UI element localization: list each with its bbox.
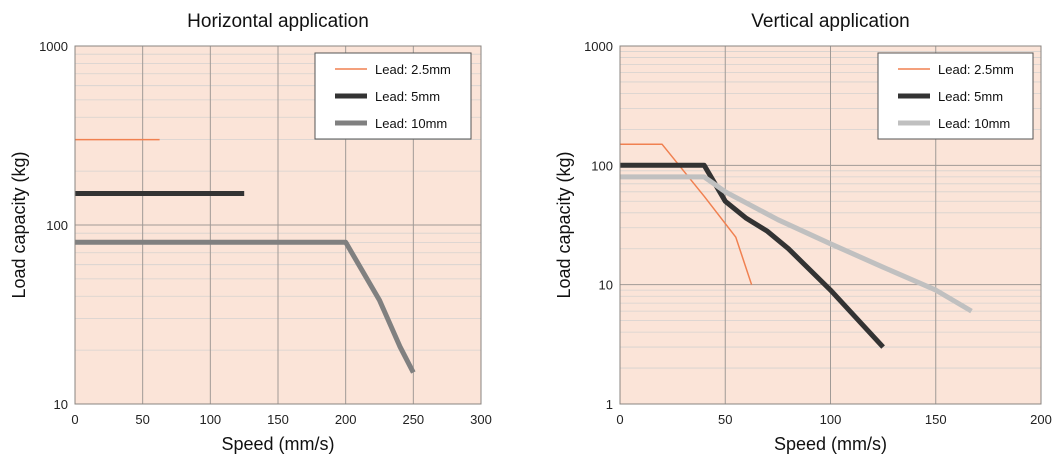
legend-label: Lead: 2.5mm bbox=[938, 62, 1014, 77]
series-line-1 bbox=[620, 143, 753, 285]
y-tick-label: 1000 bbox=[39, 39, 68, 54]
x-tick-label: 0 bbox=[616, 412, 623, 427]
series-line-3 bbox=[620, 174, 973, 314]
legend: Lead: 2.5mm Lead: 5mm Lead: 10mm bbox=[314, 52, 472, 140]
legend: Lead: 2.5mm Lead: 5mm Lead: 10mm bbox=[877, 52, 1034, 140]
x-tick-label: 0 bbox=[71, 412, 78, 427]
series-line-2 bbox=[620, 162, 885, 349]
x-tick-label: 150 bbox=[267, 412, 289, 427]
x-tick-label: 50 bbox=[718, 412, 732, 427]
y-tick-label: 10 bbox=[54, 397, 68, 412]
chart-title: Horizontal application bbox=[187, 11, 369, 32]
chart-2: 0 50 100 150 200 1 10 100 1000 Vertical applicati… bbox=[554, 11, 1052, 454]
legend-label: Lead: 5mm bbox=[938, 89, 1003, 104]
x-tick-label: 250 bbox=[402, 412, 424, 427]
plot-frame bbox=[74, 45, 482, 405]
y-axis-label: Load capacity (kg) bbox=[554, 151, 574, 298]
x-tick-label: 100 bbox=[199, 412, 221, 427]
plot-frame bbox=[619, 45, 1042, 405]
chart-1: 0 50 100 150 200 250 300 10 100 1000 Horizontal ap… bbox=[9, 11, 492, 454]
x-tick-label: 200 bbox=[335, 412, 357, 427]
x-tick-label: 50 bbox=[135, 412, 149, 427]
legend-label: Lead: 5mm bbox=[375, 89, 440, 104]
x-tick-label: 100 bbox=[820, 412, 842, 427]
chart-title: Vertical application bbox=[751, 11, 909, 32]
x-tick-label: 300 bbox=[470, 412, 492, 427]
y-axis-label: Load capacity (kg) bbox=[9, 151, 29, 298]
y-tick-label: 1 bbox=[606, 397, 613, 412]
legend-label: Lead: 2.5mm bbox=[375, 62, 451, 77]
x-axis-label: Speed (mm/s) bbox=[774, 434, 887, 454]
legend-label: Lead: 10mm bbox=[938, 116, 1010, 131]
x-tick-label: 150 bbox=[925, 412, 947, 427]
x-tick-label: 200 bbox=[1030, 412, 1052, 427]
legend-label: Lead: 10mm bbox=[375, 116, 447, 131]
y-tick-label: 10 bbox=[599, 278, 613, 293]
x-axis-label: Speed (mm/s) bbox=[221, 434, 334, 454]
y-tick-label: 1000 bbox=[584, 39, 613, 54]
y-tick-label: 100 bbox=[591, 158, 613, 173]
y-tick-label: 100 bbox=[46, 218, 68, 233]
series-line-3 bbox=[75, 239, 416, 374]
